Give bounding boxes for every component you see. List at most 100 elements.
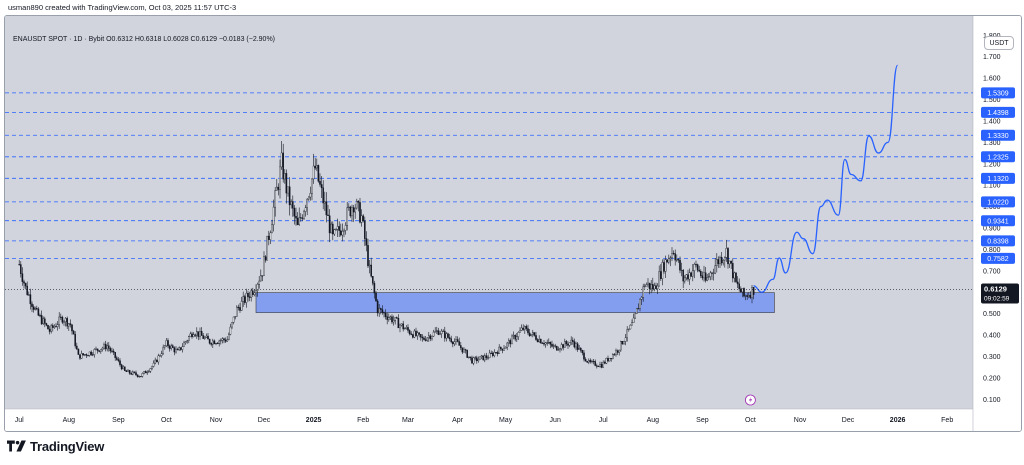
candle-body <box>328 215 331 234</box>
candle-body <box>232 316 235 323</box>
candle-body <box>71 324 73 332</box>
candle-body <box>336 226 339 230</box>
candle-body <box>370 264 373 277</box>
candle-body <box>77 348 80 355</box>
candle-body <box>207 335 209 340</box>
candle-body <box>293 207 296 217</box>
price-chart[interactable]: 0.1000.2000.3000.4000.5000.6000.7000.800… <box>5 16 1021 431</box>
candle-body <box>277 186 280 190</box>
candle-body <box>514 335 517 340</box>
candle-body <box>533 332 536 336</box>
candle-body <box>69 323 72 325</box>
candle-body <box>608 357 611 362</box>
candle-body <box>469 356 472 358</box>
y-tick-label: 1.300 <box>983 140 1001 147</box>
candle-body <box>719 257 721 264</box>
tradingview-footer: TradingView <box>7 437 104 455</box>
candle-body <box>234 316 237 318</box>
candle-body <box>68 323 70 327</box>
candle-body <box>231 322 233 328</box>
candle-body <box>211 340 214 345</box>
x-tick-label: Dec <box>258 417 271 424</box>
candle-body <box>474 357 477 359</box>
candle-body <box>189 333 192 337</box>
candle-body <box>405 327 408 329</box>
candle-body <box>157 355 160 363</box>
y-tick-label: 1.100 <box>983 183 1001 190</box>
candle-body <box>658 271 660 287</box>
candle-body <box>18 264 21 266</box>
candle-body <box>461 347 464 353</box>
candle-body <box>535 335 537 340</box>
candle-body <box>341 231 344 236</box>
candle-body <box>109 348 112 352</box>
candle-body <box>724 257 726 261</box>
candle-body <box>91 354 94 356</box>
candle-body <box>280 152 283 168</box>
candle-body <box>335 229 337 231</box>
candle-body <box>456 339 459 342</box>
candle-body <box>584 359 587 362</box>
candle-body <box>696 264 699 271</box>
candle-body <box>66 318 68 327</box>
candle-body <box>378 308 381 314</box>
candle-body <box>191 333 193 338</box>
candle-body <box>604 361 606 364</box>
candle-body <box>47 324 49 330</box>
candle-body <box>316 165 318 169</box>
candle-body <box>588 360 590 363</box>
lightning-icon <box>748 396 753 404</box>
last-price-tag <box>981 283 1019 304</box>
candle-body <box>442 330 445 332</box>
candle-body <box>738 283 740 290</box>
y-tick-label: 0.700 <box>983 268 1001 275</box>
candle-body <box>61 317 64 323</box>
candle-body <box>733 272 736 279</box>
candle-body <box>96 348 99 351</box>
candle-body <box>95 348 97 350</box>
candle-body <box>690 272 692 277</box>
candle-body <box>455 339 457 342</box>
candle-body <box>58 316 60 325</box>
x-tick-label: Mar <box>402 417 415 424</box>
x-tick-label: Feb <box>357 417 369 424</box>
candle-body <box>495 352 497 354</box>
candle-body <box>159 355 161 357</box>
candle-body <box>301 217 304 219</box>
candle-body <box>127 370 129 372</box>
candle-body <box>284 173 286 180</box>
candle-body <box>674 253 676 261</box>
chart-credit: usman890 created with TradingView.com, O… <box>8 3 237 12</box>
candle-body <box>453 341 456 345</box>
candle-body <box>72 330 75 335</box>
candle-body <box>743 288 745 297</box>
candle-body <box>581 350 584 354</box>
candle-body <box>247 292 249 297</box>
support-zone <box>255 292 775 313</box>
candle-body <box>748 294 750 297</box>
x-tick-label: Aug <box>63 417 76 424</box>
candle-body <box>439 333 441 335</box>
candle-body <box>704 272 707 281</box>
candle-body <box>333 229 336 235</box>
candle-body <box>583 352 585 360</box>
candle-body <box>192 334 195 338</box>
currency-button[interactable]: USDT <box>984 36 1014 50</box>
level-tag-label: 1.1320 <box>987 176 1009 183</box>
level-tag-label: 0.9341 <box>987 218 1009 225</box>
chart-frame[interactable]: 0.1000.2000.3000.4000.5000.6000.7000.800… <box>4 15 1022 432</box>
candle-body <box>202 335 205 339</box>
candle-body <box>645 284 648 287</box>
level-tag-label: 1.5309 <box>987 91 1009 98</box>
candle-body <box>703 272 705 279</box>
candle-body <box>19 264 22 274</box>
candle-body <box>383 312 385 314</box>
candle-body <box>652 284 654 290</box>
candle-body <box>128 370 131 374</box>
candle-body <box>255 290 257 294</box>
candle-body <box>460 345 462 348</box>
candle-body <box>380 308 382 310</box>
candle-body <box>139 376 142 378</box>
candle-body <box>55 326 57 328</box>
candle-body <box>530 333 532 337</box>
